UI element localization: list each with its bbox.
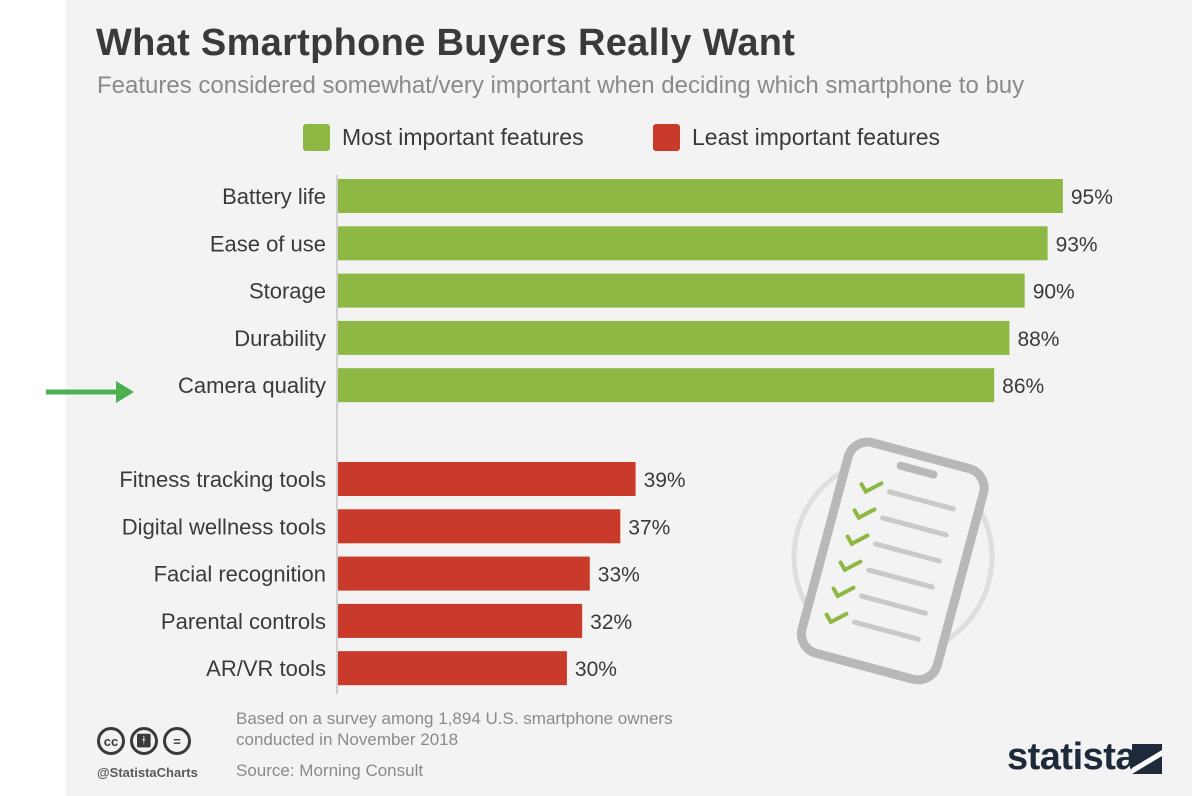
chart-subtitle: Features considered somewhat/very import… (97, 72, 1025, 99)
checklist-line (887, 489, 956, 512)
legend-swatch-green (303, 124, 330, 151)
source-text: Source: Morning Consult (236, 761, 424, 780)
check-icon (852, 507, 877, 521)
data-label: 33% (598, 564, 640, 587)
license-icons: cc 🚹︎ = (97, 727, 191, 755)
social-handle[interactable]: @StatistaCharts (97, 765, 198, 780)
check-icon (838, 559, 863, 573)
check-icon (845, 533, 870, 547)
check-icon (859, 481, 884, 495)
bar (338, 651, 567, 686)
legend-label-least-important: Least important features (692, 124, 941, 150)
checklist-line (880, 515, 949, 538)
legend-item-least-important: Least important features (653, 124, 940, 151)
category-label: Camera quality (178, 373, 326, 398)
bar (338, 509, 621, 544)
category-label: Fitness tracking tools (119, 467, 326, 492)
legend-label-most-important: Most important features (342, 124, 584, 150)
statista-logo-icon (1132, 744, 1162, 774)
attribution-icon: 🚹︎ (130, 727, 158, 755)
bar (338, 179, 1063, 213)
check-icon (831, 585, 856, 599)
category-label: AR/VR tools (206, 656, 326, 681)
data-label: 37% (628, 516, 670, 539)
data-label: 39% (644, 469, 686, 492)
category-label: Battery life (222, 184, 326, 209)
category-label: Ease of use (210, 231, 326, 256)
data-label: 95% (1071, 186, 1113, 209)
category-label: Storage (249, 279, 326, 304)
chart-title: What Smartphone Buyers Really Want (96, 22, 796, 64)
category-label: Digital wellness tools (122, 514, 326, 539)
no-derivatives-icon: = (163, 727, 191, 755)
bar (338, 226, 1048, 261)
category-label: Facial recognition (154, 562, 326, 587)
bar (338, 462, 636, 496)
smartphone-checklist-icon (791, 437, 995, 685)
data-label: 32% (590, 611, 632, 634)
survey-note: Based on a survey among 1,894 U.S. smart… (236, 709, 673, 749)
checklist-line (873, 541, 942, 564)
category-label: Durability (234, 326, 326, 351)
bar (338, 273, 1025, 308)
checklist-line (866, 567, 935, 590)
cc-icon: cc (97, 727, 125, 755)
data-label: 93% (1056, 233, 1098, 256)
statista-logo-text: statista (1007, 736, 1137, 778)
data-label: 30% (575, 658, 617, 681)
legend-item-most-important: Most important features (303, 124, 584, 151)
data-label: 90% (1033, 281, 1075, 304)
check-icon (824, 611, 849, 625)
bar (338, 320, 1010, 355)
checklist-line (852, 619, 921, 642)
bar (338, 603, 583, 638)
annotation-arrow-icon (46, 381, 134, 403)
bar (338, 368, 995, 403)
category-label: Parental controls (161, 609, 326, 634)
data-label: 86% (1002, 375, 1044, 398)
bar (338, 556, 590, 591)
data-label: 88% (1017, 328, 1059, 351)
checklist-line (859, 593, 928, 616)
legend-swatch-red (653, 124, 680, 151)
